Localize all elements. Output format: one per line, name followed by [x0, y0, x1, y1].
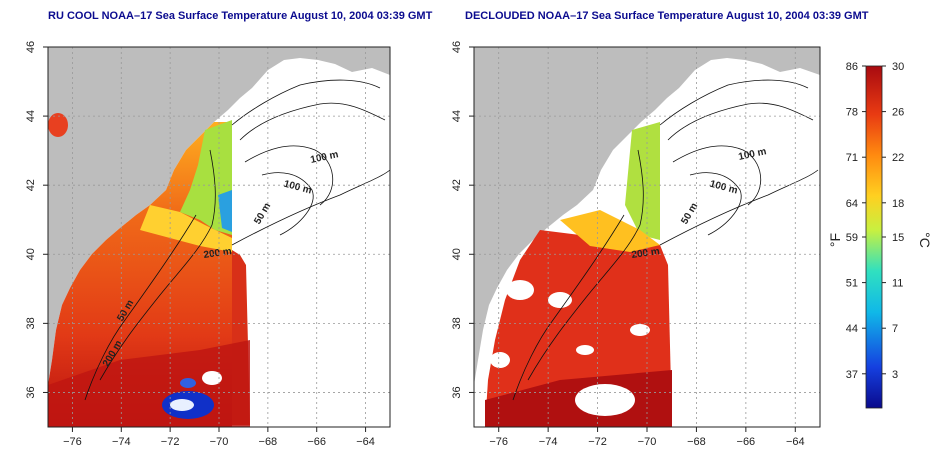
f-tick-label: 78 — [846, 107, 858, 119]
declouded-gap — [506, 280, 534, 300]
lon-tick-label: −64 — [356, 436, 375, 448]
colorbar: °F °C 30 86 26 78 22 71 18 64 15 59 11 51 7 44 3 37 — [827, 61, 933, 409]
c-tick-label: 26 — [892, 107, 904, 119]
map-frames: −76 −74 −72 −70 −68 −66 −64 46 44 42 40 38 36 −76 −74 −… — [25, 41, 821, 448]
colorbar-gradient — [865, 65, 883, 409]
declouded-gap — [548, 292, 572, 308]
land-mass — [48, 47, 390, 385]
cloud-patch — [180, 378, 196, 388]
lat-tick-label: 42 — [25, 179, 37, 191]
f-tick-label: 64 — [846, 198, 858, 210]
c-tick-label: 18 — [892, 198, 904, 210]
lat-tick-label: 46 — [25, 41, 37, 53]
lat-tick-label: 36 — [25, 386, 37, 398]
cloud-patch — [202, 371, 222, 385]
lon-tick-label: −66 — [737, 436, 756, 448]
sst-yellow-band — [560, 210, 660, 252]
lat-tick-label: 42 — [451, 179, 463, 191]
c-tick-label: 30 — [892, 61, 904, 73]
declouded-gap — [576, 345, 594, 355]
lat-tick-label: 40 — [451, 248, 463, 260]
left-map-title: RU COOL NOAA–17 Sea Surface Temperature … — [48, 10, 433, 22]
declouded-gap — [490, 352, 510, 368]
lon-tick-label: −70 — [210, 436, 229, 448]
lon-tick-label: −72 — [161, 436, 180, 448]
lon-tick-label: −74 — [539, 436, 558, 448]
f-tick-label: 59 — [846, 232, 858, 244]
lat-tick-label: 40 — [25, 248, 37, 260]
contour-label: 200 m — [203, 246, 233, 261]
sst-cold-patch — [218, 190, 232, 232]
lon-tick-label: −76 — [489, 436, 508, 448]
f-tick-label: 51 — [846, 278, 858, 290]
lon-tick-label: −72 — [588, 436, 607, 448]
c-tick-label: 11 — [892, 278, 903, 290]
celsius-label: °C — [917, 232, 933, 248]
land-mass — [474, 47, 820, 385]
right-sst-map — [474, 47, 820, 427]
lat-tick-label: 36 — [451, 386, 463, 398]
lat-tick-label: 38 — [451, 317, 463, 329]
declouded-gap — [575, 384, 635, 416]
f-tick-label: 71 — [846, 152, 858, 164]
f-tick-label: 37 — [846, 369, 858, 381]
lat-tick-label: 46 — [451, 41, 463, 53]
c-tick-label: 22 — [892, 152, 904, 164]
fahrenheit-label: °F — [827, 233, 843, 247]
c-tick-label: 3 — [892, 369, 898, 381]
lon-tick-label: −68 — [259, 436, 278, 448]
sst-gulf-patch — [48, 113, 68, 137]
lat-tick-label: 44 — [25, 110, 37, 122]
c-tick-label: 7 — [892, 323, 898, 335]
lat-tick-label: 38 — [25, 317, 37, 329]
lon-tick-label: −64 — [786, 436, 805, 448]
sst-field — [48, 122, 232, 427]
right-map-title: DECLOUDED NOAA–17 Sea Surface Temperatur… — [465, 10, 869, 22]
declouded-gap — [630, 324, 650, 336]
lon-tick-label: −70 — [638, 436, 657, 448]
lon-tick-label: −74 — [112, 436, 131, 448]
contour-label: 200 m — [631, 246, 661, 261]
lon-tick-label: −76 — [63, 436, 82, 448]
f-tick-label: 44 — [846, 323, 858, 335]
lon-tick-label: −66 — [307, 436, 326, 448]
lon-tick-label: −68 — [687, 436, 706, 448]
sst-yellow-band — [140, 205, 232, 252]
c-tick-label: 15 — [892, 232, 904, 244]
lat-tick-label: 44 — [451, 110, 463, 122]
f-tick-label: 86 — [846, 61, 858, 73]
cloud-patch — [170, 399, 194, 411]
